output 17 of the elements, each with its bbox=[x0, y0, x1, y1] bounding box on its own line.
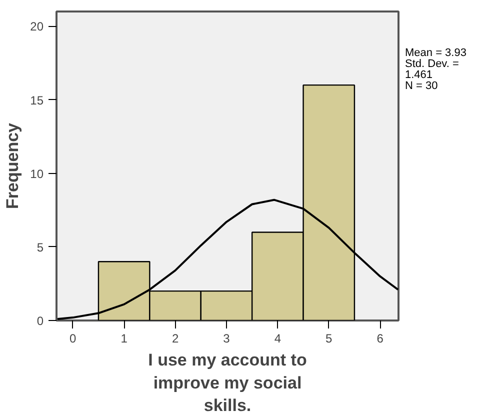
x-tick-label: 5 bbox=[326, 332, 333, 346]
x-tick-label: 1 bbox=[120, 332, 128, 346]
y-tick-label: 10 bbox=[30, 166, 44, 181]
x-tick-label: 3 bbox=[223, 332, 230, 346]
x-tick-label: 0 bbox=[70, 332, 77, 346]
x-axis-title: I use my account to improve my social skills. bbox=[148, 350, 307, 416]
text: Mean = 3.93 bbox=[405, 47, 466, 59]
x-tick-label: 6 bbox=[376, 332, 384, 346]
x-tick-label: 4 bbox=[274, 332, 282, 346]
x-tick-label: 2 bbox=[172, 332, 179, 346]
y-tick-label: 0 bbox=[36, 314, 44, 328]
y-axis-title: Frequency bbox=[3, 122, 22, 209]
text: N = 30 bbox=[405, 80, 438, 92]
y-tick-label: 20 bbox=[30, 20, 44, 34]
y-tick-label: 5 bbox=[36, 240, 44, 254]
text: Std. Dev. = 1.461 bbox=[405, 58, 459, 81]
y-tick-label: 15 bbox=[30, 93, 44, 108]
